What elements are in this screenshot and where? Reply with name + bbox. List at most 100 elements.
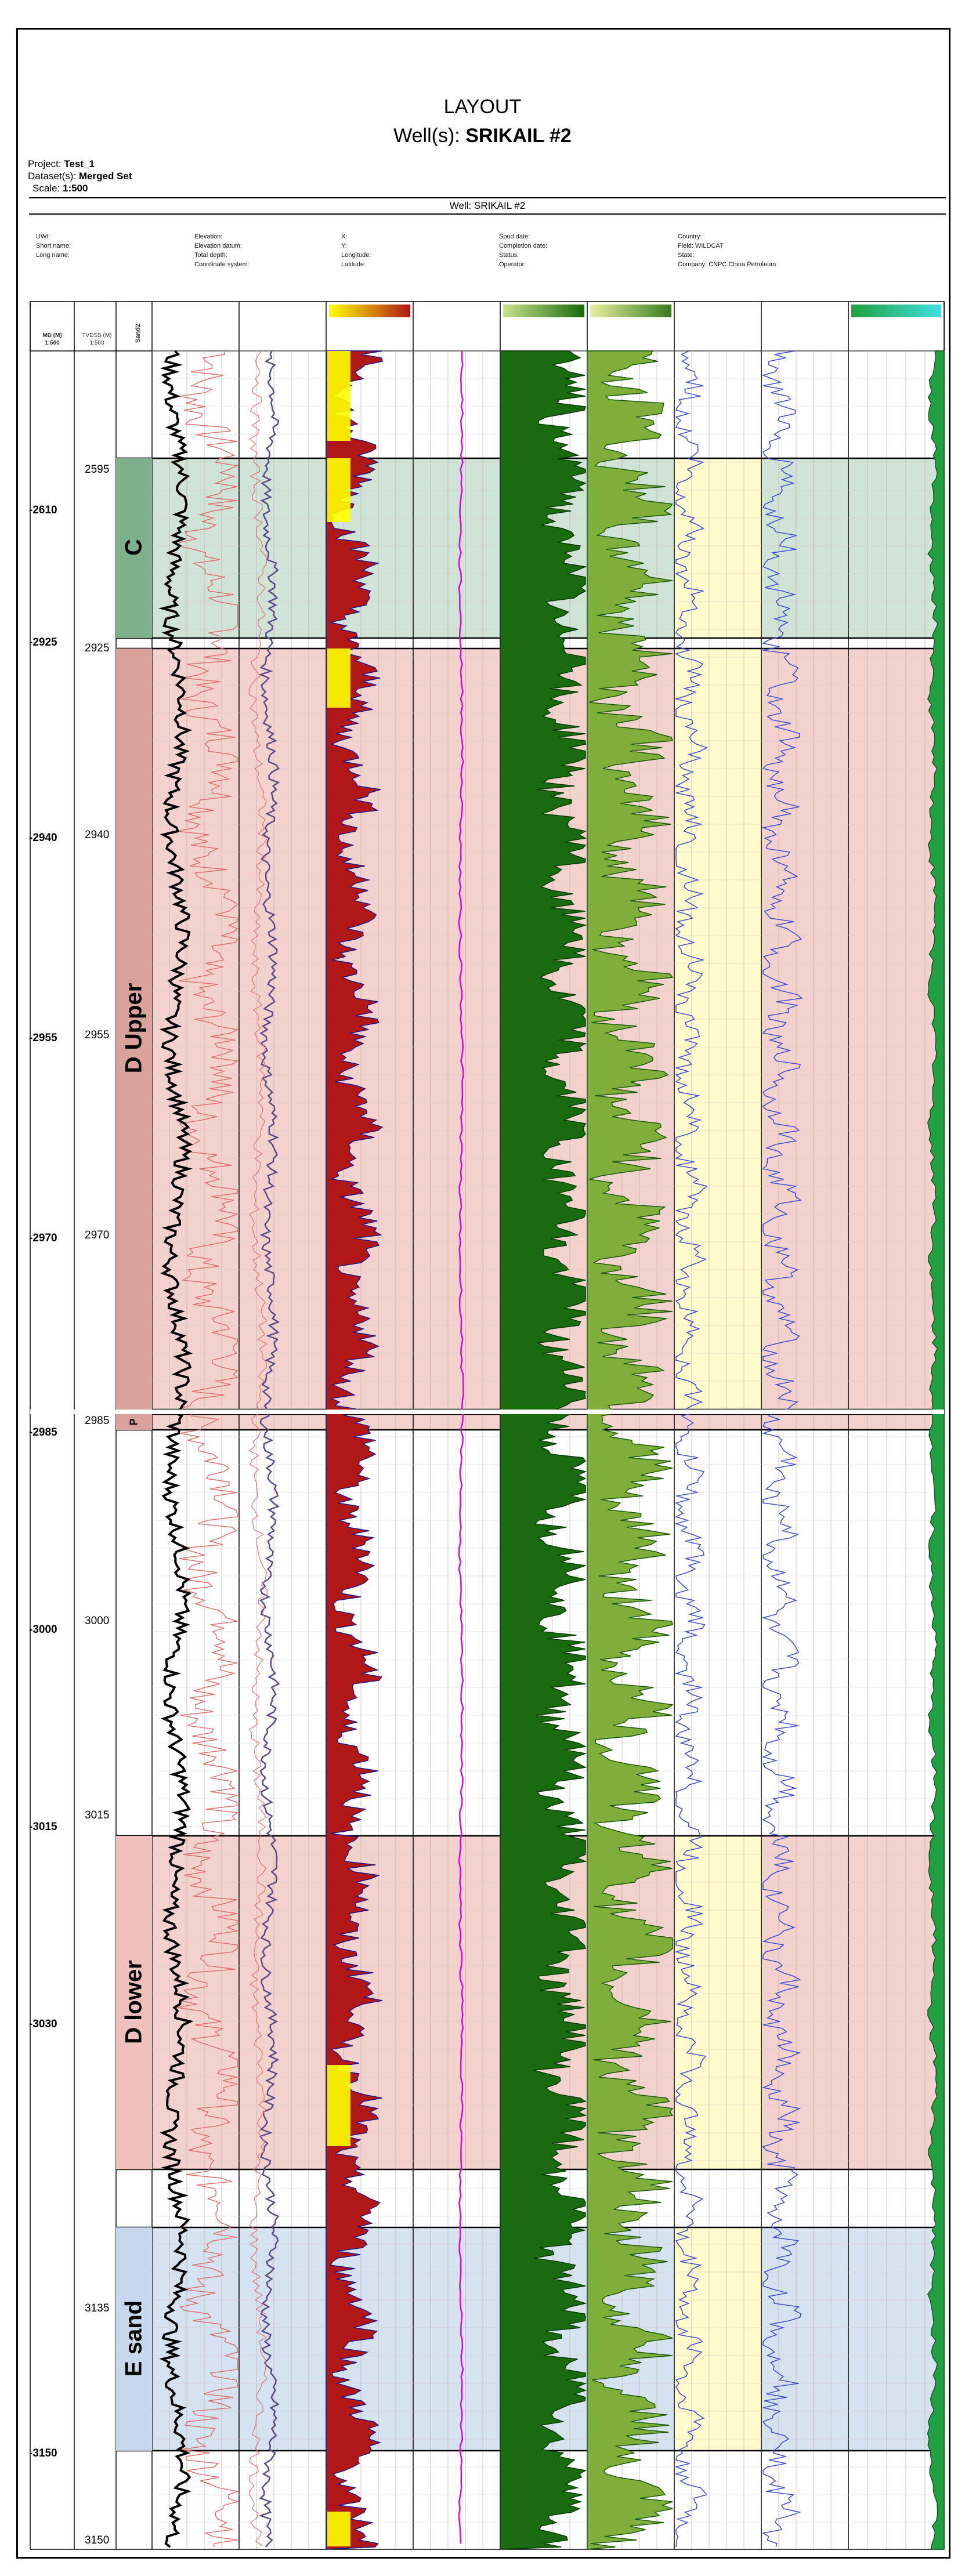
sp-fill-area (326, 350, 384, 2550)
meta-3-1: Y: (341, 242, 347, 249)
dataset-line: Dataset(s): Merged Set (28, 170, 132, 182)
meta-5-2: State: (678, 252, 695, 259)
sand-fill-3 (327, 2065, 350, 2146)
md-tick-label-8: -3030 (29, 2018, 57, 2030)
zone-label-3: D lower (121, 1959, 147, 2044)
project-value: Test_1 (64, 158, 95, 169)
meta-2-0: Elevation: (194, 233, 223, 240)
tvdss-tick-label-0: 2595 (85, 463, 110, 476)
scale-value: 1:500 (62, 183, 88, 194)
track-header-box (30, 301, 945, 352)
md-tick-label-0: -2610 (29, 504, 57, 516)
meta-1-0: UWI: (36, 233, 50, 240)
md-tick-label-6: -3000 (29, 1624, 57, 1636)
well-name: SRIKAIL #2 (465, 125, 572, 147)
sand-fill-0 (327, 351, 350, 441)
dataset-value: Merged Set (78, 171, 132, 182)
meta-3-2: Longitude: (341, 252, 371, 259)
track-header-fill-2 (590, 305, 671, 317)
sand-fill-1 (327, 458, 350, 522)
tvdss-tick-label-8: 3135 (85, 2302, 110, 2314)
sand-fill-4 (327, 2512, 350, 2546)
dataset-label: Dataset(s): (28, 171, 77, 182)
tvdss-header: TVDSS (M) 1:500 (82, 332, 112, 346)
meta-4-2: Status: (499, 252, 519, 259)
md-tick-label-2: -2940 (29, 832, 57, 844)
phit-shade-2 (674, 1836, 761, 2169)
scale-label: Scale: (32, 183, 60, 194)
zone-label-1: D Upper (121, 983, 147, 1074)
tvdss-tick-label-7: 3015 (85, 1809, 110, 1821)
scale-line: Scale: 1:500 (32, 182, 88, 194)
phie-curve (761, 350, 803, 2548)
tvdss-tick-label-3: 2955 (85, 1029, 110, 1041)
md-tick-label-4: -2970 (29, 1232, 57, 1244)
track-header-fill-0 (329, 305, 410, 317)
gamma-ray-curve (158, 350, 194, 2548)
zone-column-fill-2 (116, 1414, 152, 1430)
track-header-fill-1 (503, 305, 584, 317)
project-label: Project: (28, 158, 62, 169)
meta-column-2: Elevation: Elevation datum: Total depth:… (194, 232, 250, 269)
meta-5-1: Field: WILDCAT (678, 242, 724, 249)
zone-column-fill-3 (116, 1836, 152, 2169)
meta-1-1: Short name: (36, 242, 71, 249)
md-tick-label-9: -3150 (29, 2447, 57, 2459)
meta-3-0: X: (341, 233, 348, 240)
project-line: Project: Test_1 (28, 158, 95, 170)
zone-label-2: P (128, 1418, 140, 1426)
md-tick-label-7: -3015 (29, 1821, 57, 1833)
phit-shade-0 (674, 458, 761, 638)
tvdss-tick-label-1: 2925 (85, 642, 110, 654)
zone-label-0: C (121, 539, 147, 556)
meta-5-0: Country: (678, 233, 702, 240)
zone-column-fill-0 (116, 458, 152, 638)
meta-2-2: Total depth: (194, 252, 227, 259)
vsh2-fill-area (587, 350, 674, 2550)
tvdss-tick-label-4: 2970 (85, 1229, 110, 1241)
tvdss-tick-label-9: 3150 (85, 2534, 110, 2546)
meta-column-3: X: Y: Longitude: Latitude: (341, 232, 371, 269)
zone-column-fill-4 (116, 2227, 152, 2451)
page-frame (16, 28, 950, 2559)
res-deep-curve (248, 350, 268, 2546)
meta-1-2: Long name: (36, 252, 70, 259)
phit-curve (674, 350, 709, 2548)
sw-fill-area (927, 350, 945, 2550)
meta-column-5: Country: Field: WILDCAT State: Company: … (678, 232, 776, 269)
density-curve (458, 350, 464, 2544)
meta-5-3: Company: CNPC China Petroleum (678, 261, 776, 268)
tvdss-tick-label-2: 2940 (85, 829, 110, 841)
track-header-fill-3 (851, 305, 941, 317)
vsh-fill-area (500, 350, 587, 2550)
meta-column-4: Spud date: Completion date: Status: Oper… (499, 232, 547, 269)
phit-shade-1 (674, 648, 761, 1410)
md-header: MD (M) 1:500 (42, 332, 62, 346)
meta-4-1: Completion date: (499, 242, 548, 249)
phit-shade-3 (674, 2227, 761, 2451)
wells-title: Well(s): SRIKAIL #2 (0, 125, 965, 147)
zone-header: Sand2 (135, 323, 142, 343)
meta-4-3: Operator: (499, 261, 526, 268)
zone-label-4: E sand (121, 2300, 147, 2376)
meta-3-3: Latitude: (341, 261, 366, 268)
meta-4-0: Spud date: (499, 233, 530, 240)
well-bar: Well: SRIKAIL #2 (29, 197, 946, 215)
phit-shading-group (674, 458, 761, 2451)
md-tick-label-5: -2985 (29, 1426, 57, 1439)
meta-column-1: UWI: Short name: Long name: (36, 232, 71, 260)
layout-title: LAYOUT (443, 96, 522, 118)
meta-2-1: Elevation datum: (194, 242, 242, 249)
caliper-curve (258, 350, 280, 2548)
wells-prefix: Well(s): (393, 125, 460, 147)
zone-column-fill-1 (116, 648, 152, 1410)
res-shallow-curve (176, 350, 239, 2548)
tvdss-tick-label-6: 3000 (85, 1615, 110, 1627)
sand-fill-2 (327, 648, 350, 708)
section-gap (30, 1410, 944, 1414)
meta-2-3: Coordinate system: (194, 261, 250, 268)
md-tick-label-3: -2955 (29, 1032, 57, 1044)
md-tick-label-1: -2925 (29, 636, 57, 648)
tvdss-tick-label-5: 2985 (85, 1415, 110, 1427)
